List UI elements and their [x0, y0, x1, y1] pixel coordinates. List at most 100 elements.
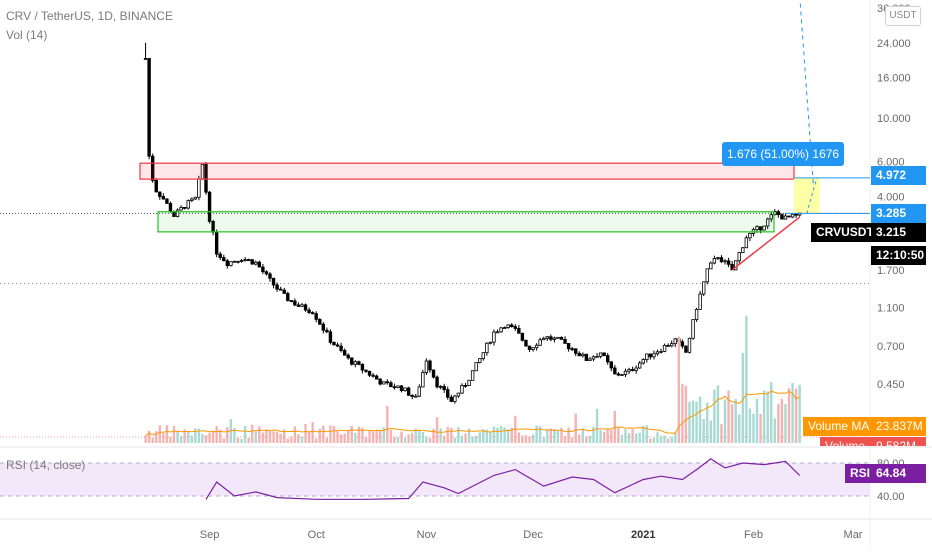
volume-bar	[151, 437, 154, 443]
volume-bar	[169, 436, 172, 443]
candle-body	[538, 339, 542, 346]
volume-ma-label: Volume MA	[803, 417, 871, 436]
candle-body	[232, 260, 237, 263]
volume-bar	[421, 432, 425, 443]
candle-body	[296, 304, 301, 307]
candle-body	[691, 319, 695, 339]
candle-body	[442, 386, 446, 391]
volume-bar	[681, 383, 684, 443]
volume-bar	[336, 430, 339, 443]
volume-bar	[599, 430, 602, 443]
currency-button[interactable]: USDT	[885, 6, 921, 26]
volume-bar	[798, 384, 801, 443]
volume-bar	[727, 390, 730, 443]
volume-bar	[286, 438, 289, 443]
candle-body	[158, 191, 162, 197]
volume-bar	[563, 436, 567, 443]
candle-body	[385, 381, 390, 384]
rsi-tick-label: 40.00	[877, 491, 905, 503]
candle-body	[271, 277, 276, 286]
candle-body	[165, 198, 169, 204]
candle-body	[645, 353, 649, 360]
volume-bar	[677, 336, 681, 443]
candle-body	[396, 385, 400, 388]
volume-bar	[354, 432, 357, 443]
countdown-tag: 12:10:50	[871, 246, 926, 265]
volume-bar	[602, 431, 606, 443]
candle-body	[406, 387, 411, 396]
candle-body	[168, 202, 173, 213]
candle-body	[488, 341, 493, 344]
candle-body	[346, 354, 350, 359]
volume-bar	[709, 420, 713, 443]
candle-body	[662, 345, 667, 352]
volume-bar	[784, 404, 787, 443]
candle-body	[193, 196, 198, 200]
volume-bar	[219, 429, 222, 443]
time-tick-label: Dec	[523, 529, 543, 541]
volume-bar	[290, 436, 293, 443]
volume-bar	[770, 381, 773, 443]
candle-body	[719, 257, 724, 263]
candle-body	[325, 329, 329, 333]
price-tick-label: 4.000	[877, 192, 905, 204]
candle-body	[214, 231, 219, 255]
volume-bar	[734, 399, 737, 443]
volume-bar	[322, 425, 325, 443]
candle-body	[300, 304, 304, 307]
candle-body	[687, 337, 692, 353]
candle-body	[229, 261, 233, 267]
volume-bar	[691, 400, 695, 443]
candle-body	[510, 324, 514, 328]
volume-bar	[222, 438, 225, 443]
candle-body	[492, 331, 496, 343]
volume-bar	[357, 426, 361, 443]
volume-bar	[752, 413, 755, 443]
volume-bar	[311, 422, 314, 443]
volume-bar	[226, 427, 229, 443]
price-tick-label: 6.000	[877, 157, 905, 169]
volume-bars	[144, 315, 801, 443]
volume-bar	[229, 419, 233, 443]
rsi-label-tag: RSI	[845, 464, 871, 483]
volume-bar	[315, 438, 318, 443]
candle-body	[222, 257, 226, 262]
candle-body	[275, 284, 279, 290]
candle-body	[374, 375, 379, 380]
candle-body	[143, 58, 148, 60]
volume-label: Volume	[820, 437, 871, 446]
candle-body	[417, 386, 421, 397]
volume-bar	[510, 427, 513, 443]
volume-bar	[652, 437, 656, 443]
candle-body	[453, 395, 457, 402]
volume-bar	[716, 385, 720, 443]
rsi-legend[interactable]: RSI (14, close)	[6, 458, 86, 472]
candle-body	[670, 343, 674, 347]
candle-body	[428, 360, 432, 371]
candle-body	[239, 260, 244, 262]
candle-body	[371, 374, 375, 377]
symbol-legend[interactable]: CRV / TetherUS, 1D, BINANCE	[6, 9, 173, 23]
candle-body	[595, 355, 599, 358]
candle-body	[438, 386, 443, 388]
candle-body	[495, 331, 500, 334]
level-price-tag: 3.285	[871, 204, 926, 223]
volume-bar	[578, 434, 581, 443]
volume-bar	[620, 434, 624, 443]
volume-bar	[197, 428, 201, 443]
volume-bar	[361, 427, 364, 443]
candle-body	[588, 358, 592, 361]
candle-body	[794, 213, 798, 216]
volume-bar	[780, 398, 784, 443]
candle-body	[737, 252, 741, 262]
candle-body	[581, 353, 585, 357]
candle-body	[321, 323, 326, 331]
candle-body	[598, 352, 603, 357]
volume-legend[interactable]: Vol (14)	[6, 28, 48, 42]
candle-body	[289, 300, 294, 302]
candle-body	[694, 309, 699, 321]
target-price-tag: 4.972	[871, 166, 926, 185]
candle-body	[154, 180, 158, 193]
